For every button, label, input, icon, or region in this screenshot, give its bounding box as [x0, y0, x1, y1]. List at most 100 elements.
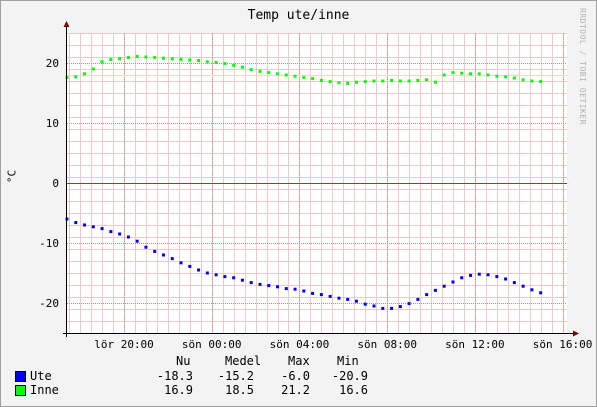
data-point [495, 275, 499, 279]
rrdtool-watermark: RRDTOOL / TOBI OETIKER [578, 8, 587, 125]
legend-swatch-ute [15, 371, 26, 382]
data-point [135, 54, 139, 58]
tick-labels: 20 10 0 -10 -20 lör 20:00 sön 00:00 sön 04:00 sö… [39, 57, 592, 350]
data-point [83, 223, 87, 227]
data-point [293, 74, 297, 78]
legend-value: 18.5 [225, 383, 254, 397]
y-tick-label: -10 [39, 237, 59, 250]
data-point [240, 278, 244, 282]
legend-value: -6.0 [281, 369, 310, 383]
legend-value: 16.9 [164, 383, 193, 397]
data-point [337, 296, 341, 300]
axes [63, 21, 579, 337]
data-point [398, 79, 402, 83]
data-point [381, 79, 385, 83]
data-point [416, 297, 420, 301]
data-point [284, 73, 288, 77]
data-point [223, 275, 227, 279]
data-point [126, 56, 130, 60]
data-point [372, 304, 376, 308]
data-point [530, 288, 534, 292]
data-point [512, 281, 516, 285]
data-point [188, 58, 192, 62]
data-point [197, 268, 201, 272]
legend-header-max: Max [288, 354, 310, 368]
data-point [504, 75, 508, 79]
series-inne [65, 54, 543, 85]
data-point [328, 80, 332, 84]
data-point [179, 261, 183, 265]
data-point [170, 257, 174, 261]
data-point [109, 57, 113, 61]
legend-value: -18.3 [156, 369, 193, 383]
data-point [249, 68, 253, 72]
data-point [311, 291, 315, 295]
data-point [469, 72, 473, 76]
data-point [337, 81, 341, 85]
legend-name-inne: Inne [30, 383, 59, 397]
data-point [416, 78, 420, 82]
data-point [205, 271, 209, 275]
data-point [521, 78, 525, 82]
data-point [258, 69, 262, 73]
data-point [74, 75, 78, 79]
x-tick-label: sön 12:00 [445, 338, 505, 350]
data-point [293, 287, 297, 291]
data-point [153, 56, 157, 60]
data-point [144, 245, 148, 249]
data-point [91, 67, 95, 71]
data-point [179, 57, 183, 61]
data-point [495, 74, 499, 78]
data-point [83, 72, 87, 76]
data-point [451, 280, 455, 284]
data-point [258, 282, 262, 286]
data-point [91, 225, 95, 229]
legend-header-nu: Nu [176, 354, 191, 368]
data-point [442, 284, 446, 288]
data-point [161, 253, 165, 257]
data-point [135, 239, 139, 243]
data-point [460, 71, 464, 75]
data-point [477, 72, 481, 76]
data-point [425, 293, 429, 297]
data-point [276, 72, 280, 76]
temperature-chart: 20 10 0 -10 -20 lör 20:00 sön 00:00 sön 04:00 sö… [39, 21, 592, 350]
data-point [205, 60, 209, 64]
y-tick-label: -20 [39, 297, 59, 310]
chart-title: Temp ute/inne [247, 8, 350, 23]
data-point [521, 284, 525, 288]
legend-header-medel: Medel [225, 354, 262, 368]
x-tick-label: sön 04:00 [270, 338, 330, 350]
data-point [240, 65, 244, 69]
data-point [433, 80, 437, 84]
legend-swatch-inne [15, 385, 26, 396]
y-tick-label: 10 [46, 117, 59, 130]
data-point [346, 81, 350, 85]
data-point [346, 297, 350, 301]
legend-value: 16.6 [339, 383, 368, 397]
data-point [153, 249, 157, 253]
legend-value: 21.2 [281, 383, 310, 397]
data-point [232, 276, 236, 280]
data-point [504, 277, 508, 281]
data-point [372, 79, 376, 83]
data-point [161, 56, 165, 60]
y-axis-arrow [63, 21, 70, 27]
data-point [118, 57, 122, 61]
data-point [197, 59, 201, 63]
data-point [188, 264, 192, 268]
legend-value: -15.2 [217, 369, 254, 383]
x-axis-arrow [573, 330, 579, 337]
data-point [311, 77, 315, 81]
series-ute [65, 217, 543, 310]
data-point [460, 276, 464, 280]
data-point [442, 73, 446, 77]
data-point [539, 80, 543, 84]
legend-value: -20.9 [331, 369, 368, 383]
data-point [319, 293, 323, 297]
data-point [144, 55, 148, 59]
data-point [100, 60, 104, 64]
data-point [390, 306, 394, 310]
data-point [319, 78, 323, 82]
data-point [249, 281, 253, 285]
